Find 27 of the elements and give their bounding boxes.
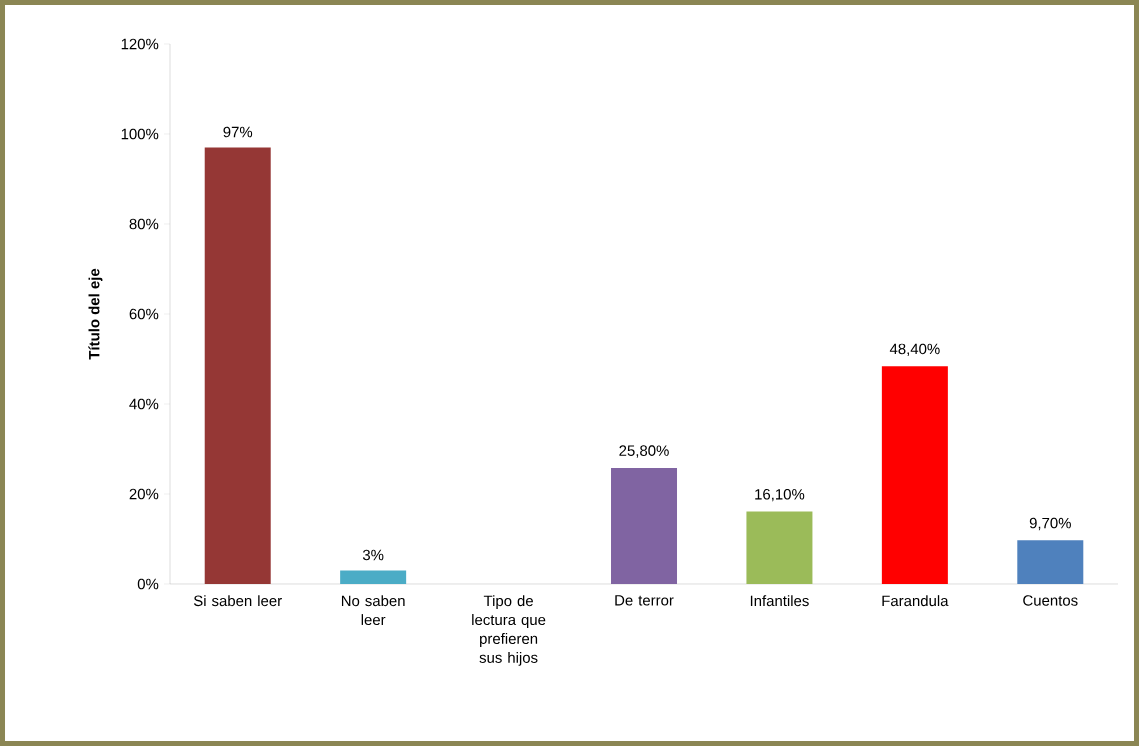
bar [340,570,407,584]
y-tick-label: 80% [129,218,159,230]
y-tick-label: 20% [129,488,159,500]
y-tick-label: 0% [137,578,159,590]
x-tick-label: Cuentos [1023,595,1078,606]
bar [881,366,948,584]
y-tick-label: 40% [129,398,159,410]
x-tick-label: De terror [615,595,674,606]
data-label: 16,10% [755,488,805,502]
y-tick-label: 120% [121,38,159,50]
x-tick-label: Infantiles [750,595,809,607]
y-axis-title: Título del eje [88,268,103,360]
y-tick-label: 100% [121,128,159,140]
data-label: 9,70% [1029,517,1071,531]
x-tick-label: Si saben leer [193,595,282,607]
data-label: 3% [362,549,384,561]
x-tick-label: Tipo de lectura que prefieren sus hijos [472,595,546,666]
data-label: 97% [223,126,253,138]
bar [204,147,271,584]
x-tick-label: Farandula [882,595,949,607]
y-tick-label: 60% [129,308,159,320]
bar [746,511,813,584]
x-tick-label: No saben leer [341,595,405,626]
data-label: 25,80% [619,445,669,458]
data-label: 48,40% [889,343,940,356]
bar [611,467,678,584]
bar [1017,540,1084,584]
